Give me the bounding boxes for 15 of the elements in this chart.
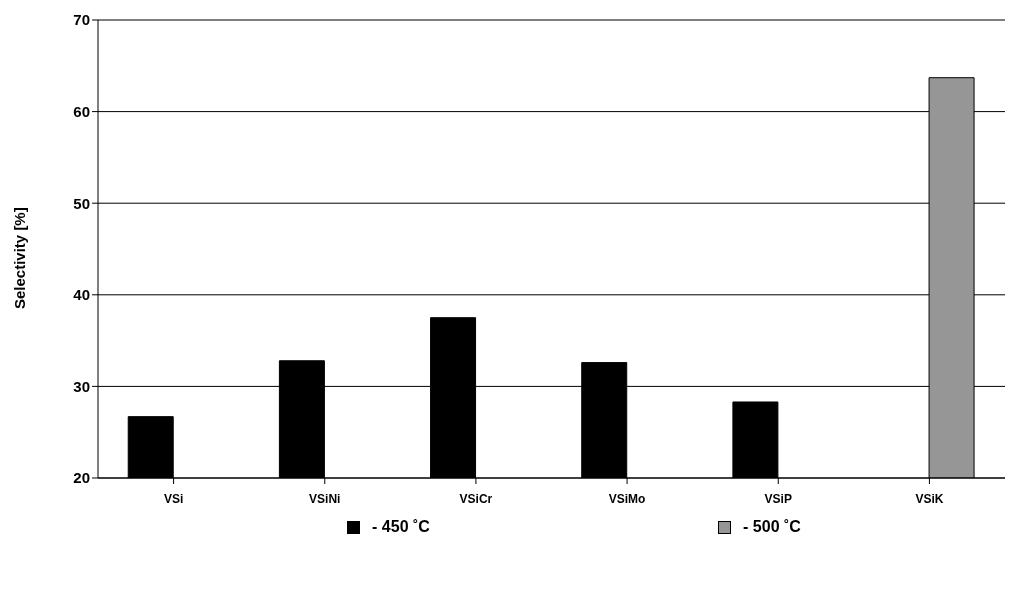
x-tick-label: VSiP [764, 491, 792, 506]
y-tick-label: 60 [73, 102, 90, 120]
x-tick-label: VSiNi [309, 491, 341, 506]
y-tick-label: 30 [73, 377, 90, 395]
x-tick-label: VSiMo [608, 491, 646, 506]
x-tick-label: VSiCr [459, 491, 493, 506]
y-tick-label: 50 [73, 194, 90, 212]
legend-label: - 450 ˚C [372, 518, 430, 536]
x-tick-label: VSiK [915, 491, 944, 506]
y-tick-label: 70 [73, 11, 90, 29]
legend-label: - 500 ˚C [743, 518, 801, 536]
y-axis-title: Selectivity [%] [11, 207, 29, 309]
y-tick-label: 40 [73, 286, 90, 304]
y-tick-label: 20 [73, 469, 90, 487]
x-tick-label: VSi [163, 491, 184, 506]
